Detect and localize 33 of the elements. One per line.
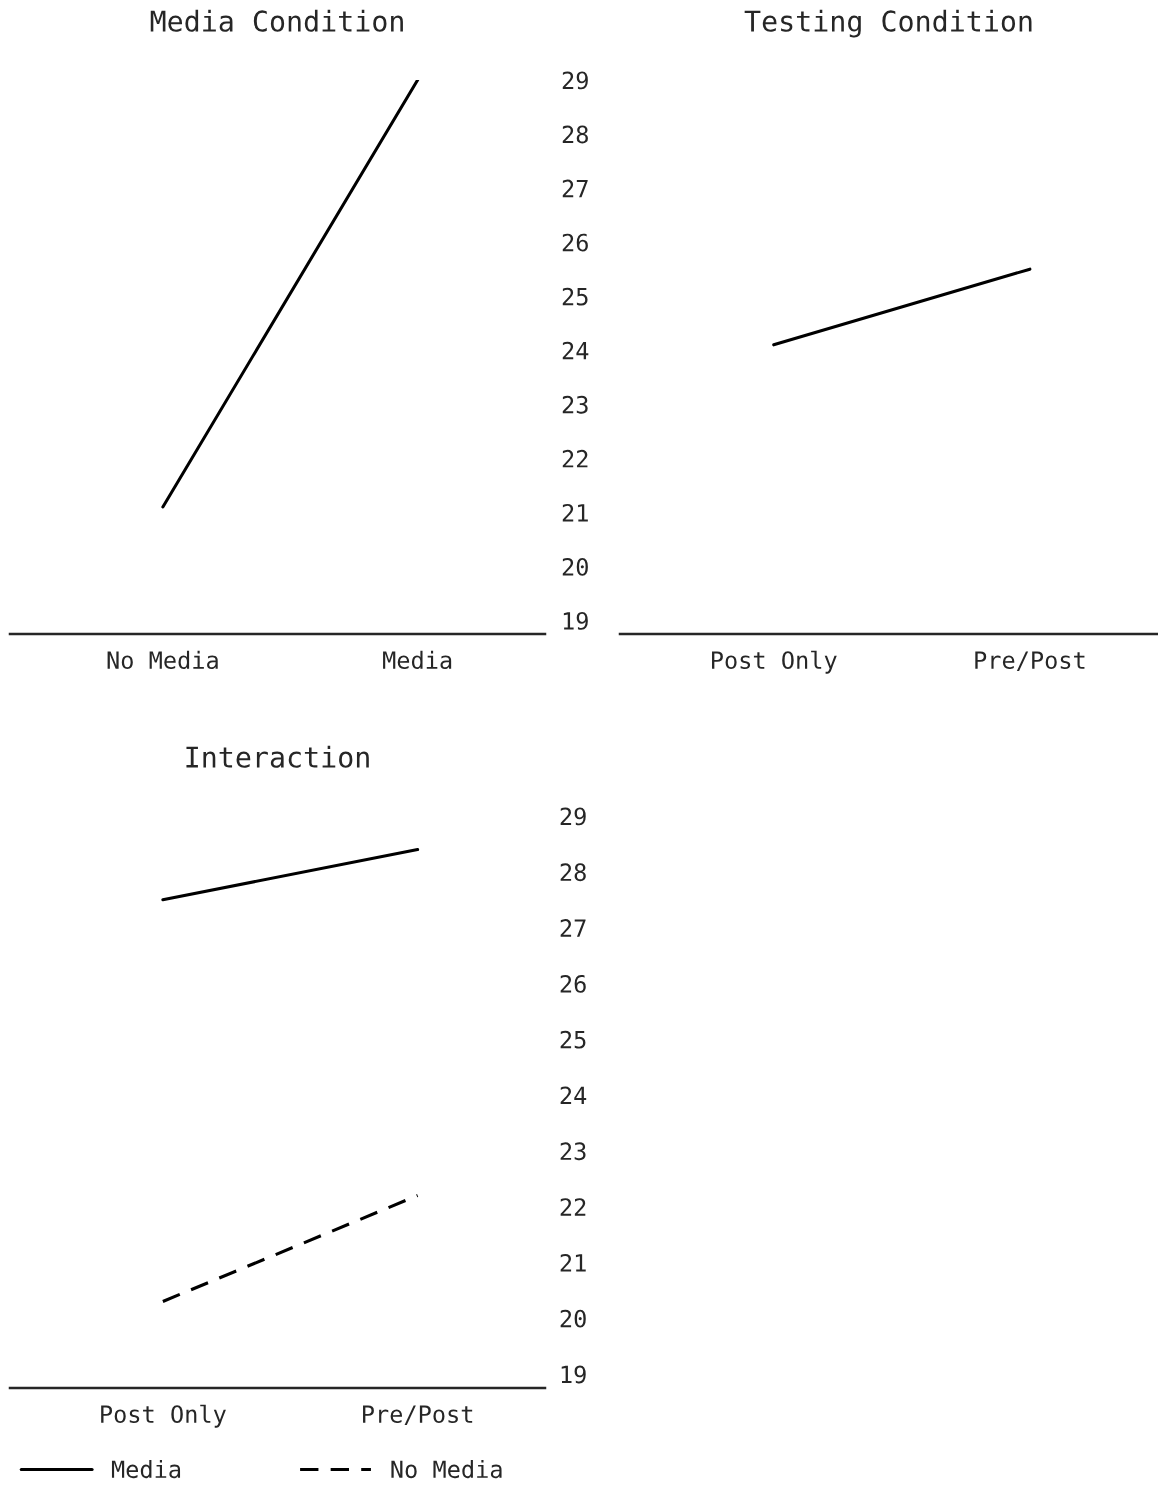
legend-label: No Media: [391, 1459, 502, 1479]
chart-title: Testing Condition: [744, 9, 1032, 38]
y-tick-label: 19: [561, 1365, 586, 1384]
x-tick-label: Post Only: [101, 1404, 226, 1428]
y-tick-label: 27: [562, 179, 588, 198]
y-tick-label: 19: [563, 612, 588, 630]
x-tick-label: Post Only: [712, 650, 837, 674]
y-tick-label: 25: [560, 1030, 586, 1049]
x-tick-label: Media: [383, 650, 452, 670]
y-tick-label: 22: [560, 1198, 586, 1216]
y-tick-label: 26: [560, 974, 586, 993]
x-tick-label: Pre/Post: [363, 1405, 473, 1425]
y-tick-label: 28: [562, 125, 588, 144]
x-tick-label: No Media: [107, 650, 218, 670]
x-tick-label: Pre/Post: [975, 651, 1085, 671]
y-tick-label: 26: [562, 233, 588, 252]
y-tick-label: 25: [562, 287, 588, 306]
chart-title: Interaction: [186, 745, 369, 768]
y-tick-label: 23: [562, 395, 588, 414]
y-tick-label: 27: [560, 919, 586, 937]
y-tick-label: 21: [562, 503, 588, 522]
y-tick-label: 20: [560, 1309, 586, 1328]
y-tick-label: 20: [562, 557, 588, 576]
y-tick-label: 21: [560, 1253, 586, 1272]
y-tick-label: 22: [562, 449, 588, 468]
y-tick-label: 29: [560, 807, 586, 826]
y-tick-label: 29: [562, 71, 588, 90]
y-tick-label: 23: [560, 1142, 586, 1161]
y-tick-label: 24: [562, 341, 589, 360]
legend-label: Media: [111, 1459, 181, 1479]
chart-title: Media Condition: [150, 9, 403, 32]
y-tick-label: 28: [560, 863, 586, 882]
y-tick-label: 24: [560, 1086, 587, 1105]
